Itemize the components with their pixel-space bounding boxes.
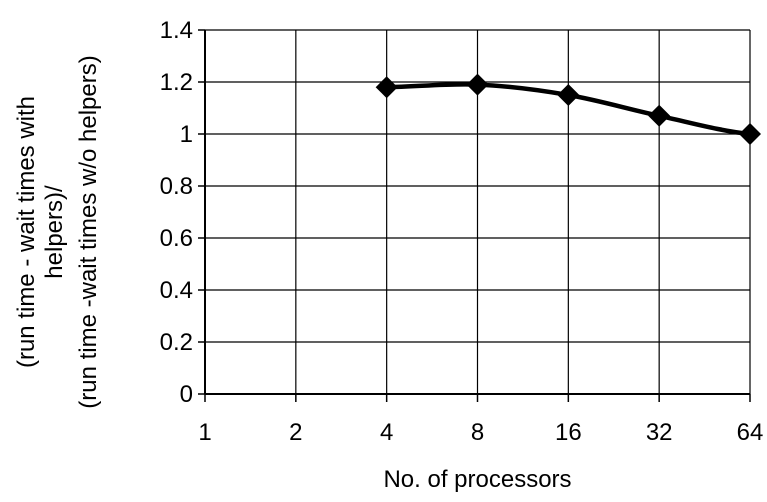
- data-point-diamond: [466, 73, 489, 96]
- data-point-diamond: [557, 84, 580, 106]
- data-point-diamond: [375, 76, 398, 99]
- y-axis-title-line: helpers)/: [41, 185, 68, 279]
- y-tick-label: 0.6: [160, 225, 193, 252]
- y-tick-label: 1: [180, 121, 193, 148]
- x-tick-label: 1: [198, 419, 211, 446]
- data-point-diamond: [739, 123, 761, 145]
- y-tick-label: 0.4: [160, 277, 193, 304]
- x-axis-title: No. of processors: [383, 466, 571, 493]
- x-tick-label: 16: [555, 419, 582, 446]
- labels: 0 0.2 0.4 0.6 0.8 1 1.2 1.4 1 2 4 8 16 32 64 No. of pro…: [13, 17, 763, 493]
- y-tick-label: 0: [180, 381, 193, 408]
- y-tick-label: 1.2: [160, 69, 193, 96]
- axes: [198, 29, 751, 402]
- x-tick-label: 4: [380, 419, 393, 446]
- y-axis-title-line: (run time -wait times w/o helpers): [75, 55, 102, 408]
- x-tick-label: 2: [289, 419, 302, 446]
- y-tick-label: 0.8: [160, 173, 193, 200]
- y-tick-label: 0.2: [160, 329, 193, 356]
- series: [375, 73, 761, 145]
- y-axis-title: (run time - wait times with helpers)/ (run…: [13, 55, 102, 408]
- y-tick-label: 1.4: [160, 17, 193, 44]
- x-tick-label: 32: [646, 419, 673, 446]
- x-tick-label: 64: [737, 419, 764, 446]
- data-point-diamond: [648, 104, 671, 127]
- y-axis-title-line: (run time - wait times with: [13, 96, 40, 368]
- x-tick-label: 8: [471, 419, 484, 446]
